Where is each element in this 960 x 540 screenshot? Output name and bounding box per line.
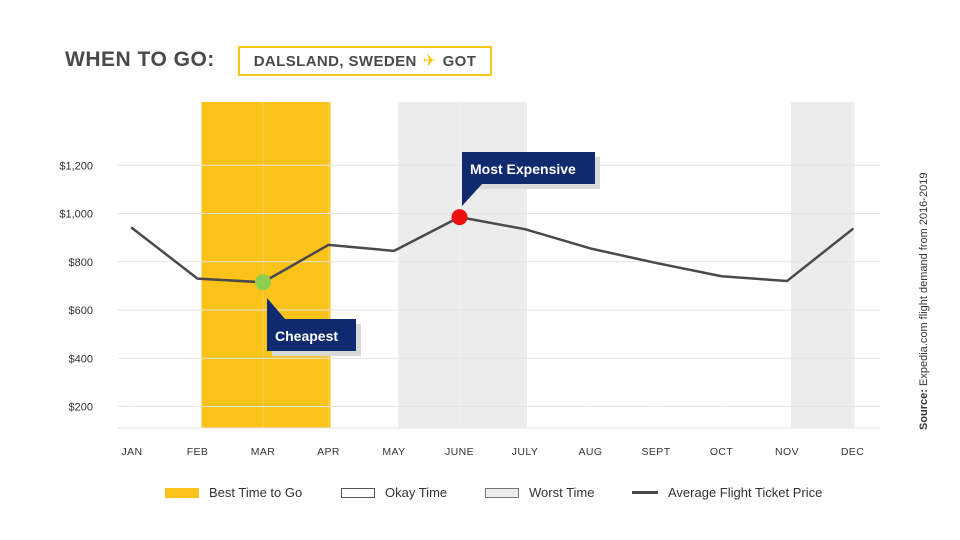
legend-swatch-worst (485, 487, 519, 498)
x-tick-label: OCT (710, 446, 734, 458)
x-tick-label: MAY (382, 446, 405, 458)
y-tick-label: $800 (69, 257, 93, 269)
legend-item-best: Best Time to Go (165, 485, 302, 500)
location-box: DALSLAND, SWEDEN ✈ GOT (238, 46, 492, 76)
x-tick-label: JUNE (445, 446, 474, 458)
legend-swatch-okay (341, 487, 375, 498)
legend-item-line: Average Flight Ticket Price (632, 485, 822, 500)
legend-label-okay: Okay Time (385, 485, 448, 500)
airport-code: GOT (442, 52, 477, 70)
band-worst-2 (791, 102, 855, 428)
airplane-icon: ✈ (422, 53, 437, 70)
y-tick-label: $400 (69, 353, 93, 365)
cheapest-callout-box (267, 319, 356, 351)
legend-label-line: Average Flight Ticket Price (668, 485, 823, 500)
x-tick-label: AUG (579, 446, 603, 458)
chart-title: WHEN TO GO: (65, 48, 215, 71)
x-tick-label: FEB (187, 446, 209, 458)
y-tick-label: $600 (69, 305, 93, 317)
most-expensive-marker (451, 209, 468, 226)
legend-label-best: Best Time to Go (209, 485, 303, 500)
source-note: Source: Expedia.com flight demand from 2… (918, 173, 930, 430)
x-tick-label: NOV (775, 446, 799, 458)
x-tick-label: MAR (251, 446, 276, 458)
band-best-0 (201, 102, 331, 428)
legend-swatch-line (632, 491, 658, 494)
most-expensive-callout-label: Most Expensive (470, 161, 576, 177)
cheapest-marker (255, 274, 271, 291)
source-label: Source: (918, 389, 930, 430)
cheapest-callout-pointer (267, 298, 285, 319)
legend-item-worst: Worst Time (485, 485, 595, 500)
x-tick-label: SEPT (641, 446, 670, 458)
cheapest-callout-label: Cheapest (275, 328, 338, 344)
x-tick-label: APR (317, 446, 340, 458)
legend-swatch-best (165, 487, 199, 498)
most-expensive-callout-pointer (462, 184, 482, 206)
legend-item-okay: Okay Time (341, 485, 447, 500)
y-tick-label: $1,200 (59, 160, 93, 172)
band-worst-1 (398, 102, 527, 428)
chart-legend: Best Time to Go Okay Time Worst Time Ave… (0, 485, 960, 501)
x-tick-label: JULY (512, 446, 539, 458)
source-text: Expedia.com flight demand from 2016-2019 (918, 172, 930, 386)
legend-label-worst: Worst Time (529, 485, 595, 500)
price-line (130, 215, 854, 284)
most-expensive-callout-box (462, 152, 595, 184)
location-name: DALSLAND, SWEDEN (253, 52, 417, 70)
y-tick-label: $1,000 (59, 209, 93, 221)
x-tick-label: JAN (121, 446, 142, 458)
y-tick-label: $200 (69, 402, 93, 414)
x-tick-label: DEC (841, 446, 864, 458)
